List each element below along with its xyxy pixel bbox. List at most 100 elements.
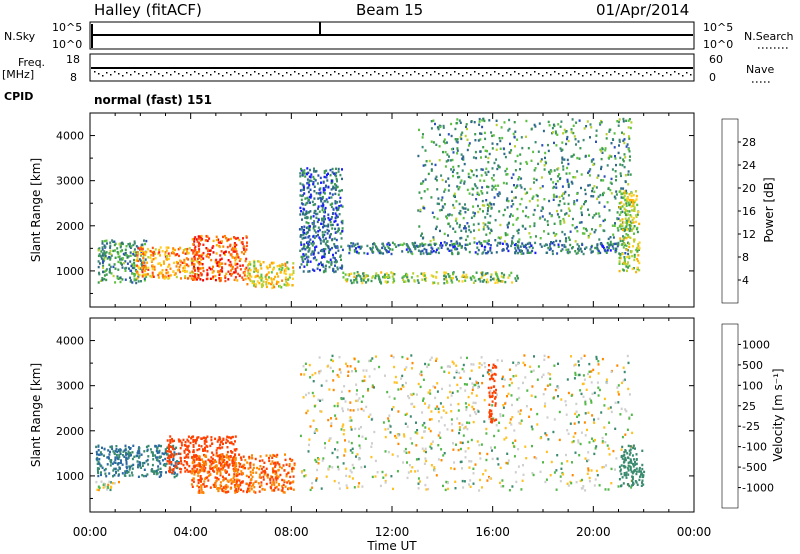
- echo-cell: [321, 230, 324, 234]
- echo-cell: [210, 438, 213, 442]
- echo-cell: [383, 247, 386, 250]
- echo-cell: [274, 472, 277, 476]
- echo-cell: [360, 245, 363, 248]
- echo-cell: [183, 258, 186, 262]
- echo-cell: [329, 366, 332, 370]
- echo-cell: [278, 483, 281, 487]
- echo-cell: [113, 263, 116, 266]
- echo-cell: [312, 257, 315, 260]
- echo-cell: [583, 127, 586, 130]
- echo-cell: [173, 261, 175, 265]
- echo-cell: [373, 386, 375, 389]
- echo-cell: [188, 464, 191, 468]
- echo-cell: [515, 218, 518, 221]
- echo-cell: [570, 131, 573, 134]
- echo-cell: [307, 270, 310, 273]
- echo-cell: [209, 473, 212, 476]
- echo-cell: [159, 467, 162, 470]
- echo-cell: [451, 281, 454, 284]
- colorbar-tick-label: 4: [742, 274, 749, 287]
- echo-cell: [268, 263, 271, 267]
- echo-cell: [533, 456, 536, 459]
- echo-cell: [590, 370, 593, 373]
- echo-cell: [427, 487, 430, 491]
- echo-cell: [636, 246, 639, 250]
- echo-cell: [244, 250, 247, 253]
- nave-dot: [358, 73, 360, 75]
- echo-cell: [110, 272, 113, 275]
- echo-cell: [239, 264, 242, 267]
- echo-cell: [233, 475, 236, 478]
- echo-cell: [318, 262, 321, 266]
- echo-cell: [193, 471, 196, 474]
- echo-cell: [147, 444, 150, 448]
- echo-cell: [226, 485, 229, 488]
- echo-cell: [325, 169, 328, 172]
- echo-cell: [224, 276, 227, 279]
- echo-cell: [598, 201, 601, 204]
- echo-cell: [461, 245, 463, 248]
- echo-cell: [304, 362, 307, 365]
- echo-cell: [447, 365, 450, 368]
- echo-cell: [332, 379, 335, 382]
- echo-cell: [221, 468, 224, 471]
- echo-cell: [446, 153, 449, 156]
- echo-cell: [175, 275, 178, 279]
- echo-cell: [186, 468, 189, 472]
- echo-cell: [226, 464, 229, 467]
- echo-cell: [289, 475, 292, 479]
- echo-cell: [335, 175, 338, 178]
- echo-cell: [550, 241, 552, 244]
- echo-cell: [547, 438, 550, 441]
- echo-cell: [313, 249, 316, 252]
- echo-cell: [371, 385, 374, 389]
- echo-cell: [327, 261, 330, 264]
- echo-cell: [598, 484, 601, 487]
- echo-cell: [607, 243, 610, 246]
- echo-cell: [160, 455, 162, 458]
- echo-cell: [114, 458, 117, 461]
- echo-cell: [338, 487, 341, 490]
- echo-cell: [151, 452, 154, 455]
- echo-cell: [191, 461, 194, 465]
- echo-cell: [215, 252, 218, 255]
- echo-cell: [604, 249, 607, 253]
- echo-cell: [573, 203, 576, 206]
- echo-cell: [423, 190, 426, 193]
- echo-cell: [227, 480, 230, 483]
- echo-cell: [129, 280, 132, 283]
- echo-cell: [111, 462, 114, 465]
- echo-cell: [228, 251, 231, 254]
- echo-cell: [610, 182, 613, 185]
- echo-cell: [108, 472, 111, 475]
- echo-cell: [387, 273, 390, 277]
- echo-cell: [624, 199, 627, 202]
- echo-cell: [172, 464, 175, 467]
- echo-cell: [327, 223, 330, 226]
- echo-cell: [601, 357, 604, 361]
- echo-cell: [490, 207, 493, 210]
- echo-cell: [342, 276, 345, 279]
- echo-cell: [274, 476, 277, 479]
- echo-cell: [419, 250, 422, 253]
- echo-cell: [509, 142, 511, 146]
- echo-cell: [489, 389, 492, 392]
- echo-cell: [166, 450, 169, 453]
- echo-cell: [193, 461, 196, 464]
- echo-cell: [454, 230, 457, 233]
- echo-cell: [246, 241, 248, 244]
- echo-cell: [320, 204, 323, 208]
- echo-cell: [168, 443, 170, 447]
- echo-cell: [233, 243, 236, 247]
- echo-cell: [447, 273, 450, 276]
- echo-cell: [249, 481, 252, 485]
- echo-cell: [403, 242, 406, 245]
- echo-cell: [464, 389, 467, 392]
- echo-cell: [609, 236, 612, 239]
- echo-cell: [155, 449, 158, 453]
- echo-cell: [625, 244, 628, 247]
- echo-cell: [197, 260, 199, 264]
- echo-cell: [281, 485, 284, 488]
- echo-cell: [540, 158, 543, 161]
- echo-cell: [461, 423, 464, 426]
